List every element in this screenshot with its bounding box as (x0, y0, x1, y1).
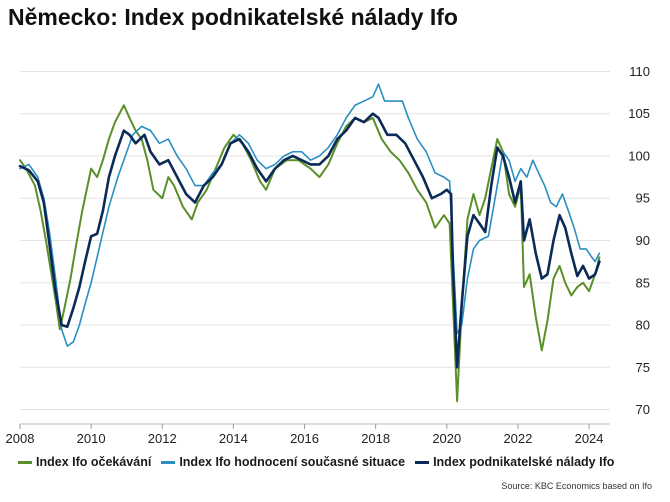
x-tick-label: 2018 (361, 431, 390, 446)
legend-swatch (161, 460, 176, 464)
y-tick-label: 80 (636, 318, 650, 333)
y-tick-label: 90 (636, 233, 650, 248)
chart-title: Německo: Index podnikatelské nálady Ifo (8, 4, 458, 30)
legend-label: Index Ifo hodnocení současné situace (179, 455, 406, 469)
y-tick-label: 100 (628, 148, 650, 163)
y-tick-label: 110 (629, 64, 650, 79)
legend-item: Index Ifo hodnocení současné situace (161, 455, 405, 469)
series-line-2 (19, 83, 601, 347)
axes (19, 423, 610, 429)
series-lines (18, 83, 601, 403)
legend-item: Index podnikatelské nálady Ifo (415, 455, 614, 469)
x-tick-label: 2024 (575, 431, 604, 446)
legend-label: Index Ifo očekávání (36, 455, 152, 469)
x-tick-label: 2010 (77, 431, 106, 446)
gridlines (20, 70, 610, 411)
tick-labels: 70 75 80 85 90 95 100 105 110 2008 2010 2012 2014 201… (6, 64, 650, 446)
x-tick-label: 2016 (290, 431, 319, 446)
x-tick-label: 2008 (6, 431, 35, 446)
series-line-1 (19, 104, 601, 403)
y-tick-label: 95 (636, 191, 650, 206)
x-tick-label: 2022 (503, 431, 532, 446)
y-tick-label: 70 (636, 402, 650, 417)
source-note: Source: KBC Economics based on Ifo (501, 481, 652, 491)
legend: Index Ifo očekávání Index Ifo hodnocení s… (18, 455, 614, 469)
x-tick-label: 2020 (432, 431, 461, 446)
series-line-3 (18, 112, 601, 369)
x-tick-label: 2014 (219, 431, 248, 446)
legend-label: Index podnikatelské nálady Ifo (433, 455, 615, 469)
legend-item: Index Ifo očekávání (18, 455, 151, 469)
legend-swatch (415, 460, 430, 464)
x-tick-label: 2012 (148, 431, 177, 446)
y-tick-label: 85 (636, 275, 650, 290)
y-tick-label: 75 (636, 360, 650, 375)
y-tick-label: 105 (628, 106, 650, 121)
legend-swatch (18, 460, 32, 464)
